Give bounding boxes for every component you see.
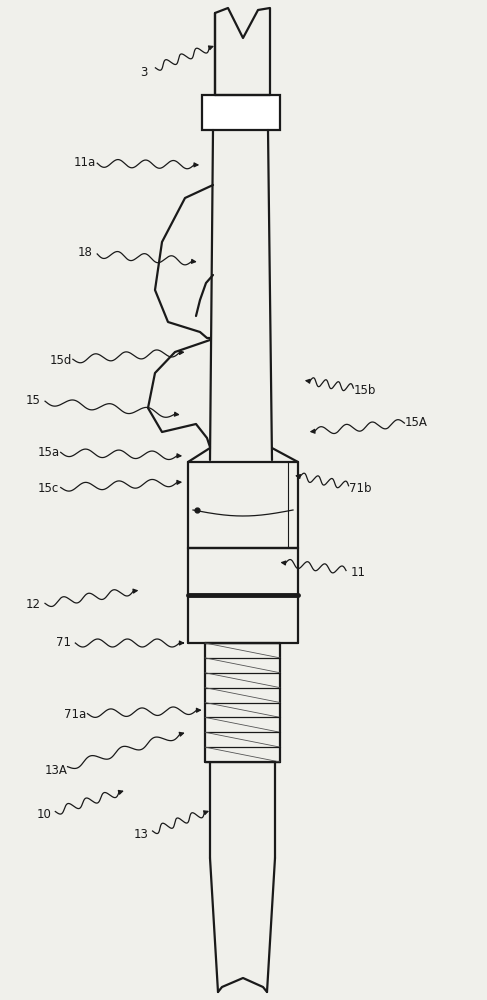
Text: 15b: 15b — [354, 383, 376, 396]
Text: 71b: 71b — [349, 482, 372, 494]
Text: 15c: 15c — [38, 482, 59, 494]
Text: 11a: 11a — [74, 156, 96, 169]
Text: 11: 11 — [351, 566, 365, 578]
Text: 15: 15 — [26, 393, 40, 406]
Text: 13A: 13A — [45, 764, 67, 776]
Text: 18: 18 — [78, 246, 93, 259]
Text: 15A: 15A — [405, 416, 428, 428]
Text: 15d: 15d — [50, 354, 72, 366]
Text: 13: 13 — [134, 828, 149, 842]
Text: 3: 3 — [140, 66, 148, 79]
Text: 15a: 15a — [37, 446, 60, 458]
Text: 12: 12 — [26, 598, 40, 611]
Text: 71a: 71a — [64, 708, 87, 720]
Text: 10: 10 — [37, 808, 51, 822]
Text: 71: 71 — [56, 637, 71, 650]
Bar — [202, 95, 280, 130]
